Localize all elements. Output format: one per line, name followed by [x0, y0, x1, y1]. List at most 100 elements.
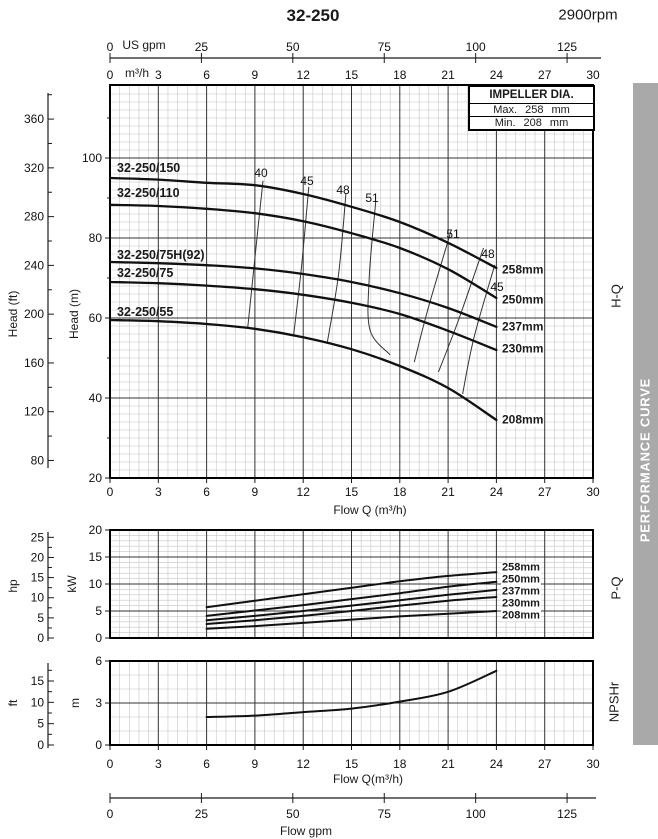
bottom-gpm-tick-label: 50 — [286, 807, 300, 821]
bottom-gpm-tick-label: 125 — [557, 807, 577, 821]
hq-m-tick-label: 40 — [89, 391, 103, 405]
npshr-ft-tick-label: 10 — [31, 695, 45, 709]
top-gpm-tick-label: 25 — [195, 40, 209, 54]
pq-kw-tick-label: 10 — [89, 577, 103, 591]
hq-curve-2 — [108, 260, 498, 328]
top-m3h-tick-label: 30 — [586, 68, 600, 82]
hq-ylabel-imperial: Head (ft) — [6, 290, 20, 338]
npshr-ylabel-imperial: ft — [6, 699, 20, 707]
impeller-max-label: Max. — [493, 104, 518, 116]
hq-m-tick-label: 60 — [89, 311, 103, 325]
efficiency-label-51: 51 — [446, 227, 460, 241]
efficiency-contour-48 — [326, 193, 347, 343]
bottom-gpm-tick-label: 25 — [195, 807, 209, 821]
dia-label-hq-250mm: 250mm — [501, 292, 545, 307]
pq-hp-tick-label: 10 — [31, 591, 45, 605]
hq-major-grid — [110, 85, 593, 478]
page-title: 32-250 — [286, 6, 340, 25]
top-gpm-axis: 0 25 50 75 100 125 0 3 6 9 12 15 18 21 24 27 30 — [107, 40, 601, 82]
dia-label-pq-250mm: 250mm — [501, 573, 541, 586]
hq-side-label: H-Q — [608, 284, 624, 308]
pq-kw-tick-label: 15 — [89, 550, 103, 564]
hq-x-tick-label: 15 — [345, 485, 359, 499]
pq-curve-3 — [205, 596, 498, 625]
npshr-ylabel-metric: m — [68, 698, 82, 708]
hq-m-tick-label: 80 — [89, 231, 103, 245]
curve-label-32-250-150: 32-250/150 — [117, 161, 181, 175]
top-m3h-tick-label: 27 — [538, 68, 552, 82]
dia-label-hq-208mm: 208mm — [501, 412, 545, 427]
impeller-dia-title: IMPELLER DIA. — [470, 87, 593, 104]
hq-plot: 4045485151484520406080100801201602002402… — [24, 84, 600, 499]
dia-label-pq-208mm: 208mm — [501, 609, 541, 622]
efficiency-label-48: 48 — [336, 183, 350, 197]
npshr-x-tick-label: 3 — [155, 757, 162, 771]
rpm-label: 2900rpm — [558, 6, 618, 24]
top-m3h-tick-label: 3 — [155, 68, 162, 82]
hq-efficiency-contours — [247, 180, 496, 395]
efficiency-contour-40 — [247, 180, 264, 329]
hq-xlabel: Flow Q (m³/h) — [333, 503, 407, 517]
hq-x-tick-label: 12 — [297, 485, 311, 499]
efficiency-label-45: 45 — [490, 280, 504, 294]
npshr-ft-tick-label: 5 — [37, 717, 44, 731]
hq-ft-tick-label: 360 — [24, 112, 44, 126]
hq-x-tick-label: 24 — [490, 485, 504, 499]
curve-label-32-250-75h92: 32-250/75H(92) — [117, 248, 205, 262]
dia-label-pq-230mm: 230mm — [501, 597, 541, 610]
top-gpm-tick-label: 100 — [466, 40, 486, 54]
hq-x-tick-label: 18 — [393, 485, 407, 499]
npshr-m-tick-label: 6 — [95, 654, 102, 668]
npshr-x-tick-label: 12 — [297, 757, 311, 771]
npshr-major-grid — [110, 661, 593, 745]
npshr-x-tick-label: 30 — [586, 757, 600, 771]
hq-ft-tick-label: 160 — [24, 356, 44, 370]
hq-curve-4 — [108, 318, 498, 422]
bottom-gpm-axis: 0 25 50 75 100 125 — [107, 793, 596, 821]
performance-curve-banner-text: PERFORMANCE CURVE — [637, 377, 653, 543]
top-m3h-tick-label: 21 — [441, 68, 455, 82]
hq-x-tick-label: 0 — [107, 485, 114, 499]
npshr-x-tick-label: 21 — [441, 757, 455, 771]
hq-curve-1 — [108, 203, 498, 300]
npshr-x-tick-label: 24 — [490, 757, 504, 771]
performance-curve-banner: PERFORMANCE CURVE — [633, 83, 658, 745]
curve-label-32-250-110: 32-250/110 — [117, 186, 180, 200]
efficiency-contour-45 — [293, 186, 310, 337]
pq-curve-1 — [205, 580, 498, 617]
hq-x-tick-label: 6 — [203, 485, 210, 499]
impeller-max-row: Max. 258 mm — [470, 104, 593, 116]
hq-ft-tick-label: 280 — [24, 210, 44, 224]
efficiency-contour-48 — [437, 247, 484, 373]
npshr-side-label: NPSHr — [606, 681, 622, 723]
npshr-x-tick-label: 9 — [252, 757, 259, 771]
npshr-x-tick-label: 0 — [107, 757, 114, 771]
efficiency-contour-51 — [413, 229, 452, 363]
top-m3h-tick-label: 6 — [203, 68, 210, 82]
hq-x-tick-label: 27 — [538, 485, 552, 499]
hq-ft-tick-label: 240 — [24, 258, 44, 272]
top-gpm-tick-label: 50 — [286, 40, 300, 54]
dia-label-pq-258mm: 258mm — [501, 561, 541, 574]
top-m3h-tick-label: 18 — [393, 68, 407, 82]
curve-label-32-250-75: 32-250/75 — [117, 266, 174, 280]
hq-ft-tick-label: 320 — [24, 161, 44, 175]
impeller-max-unit: mm — [551, 104, 570, 116]
pq-hp-tick-label: 15 — [31, 571, 45, 585]
pq-hp-tick-label: 0 — [37, 631, 44, 645]
hq-m-tick-label: 20 — [89, 471, 103, 485]
npshr-curve-0 — [205, 669, 498, 718]
top-m3h-tick-label: 0 — [107, 68, 114, 82]
pq-kw-tick-label: 5 — [95, 604, 102, 618]
bottom-gpm-tick-label: 100 — [466, 807, 486, 821]
efficiency-label-48: 48 — [481, 247, 495, 261]
npshr-m-tick-label: 0 — [95, 738, 102, 752]
npshr-xlabel: Flow Q(m³/h) — [333, 772, 403, 786]
flow-gpm-label: Flow gpm — [279, 824, 333, 838]
curve-label-32-250-55: 32-250/55 — [117, 305, 174, 319]
top-gpm-tick-label: 75 — [378, 40, 392, 54]
impeller-min-row: Min. 208 mm — [470, 116, 593, 129]
pq-plot: 0 5 10 15 20 0 5 10 15 20 25 — [31, 523, 594, 645]
pq-hp-tick-label: 5 — [37, 611, 44, 625]
